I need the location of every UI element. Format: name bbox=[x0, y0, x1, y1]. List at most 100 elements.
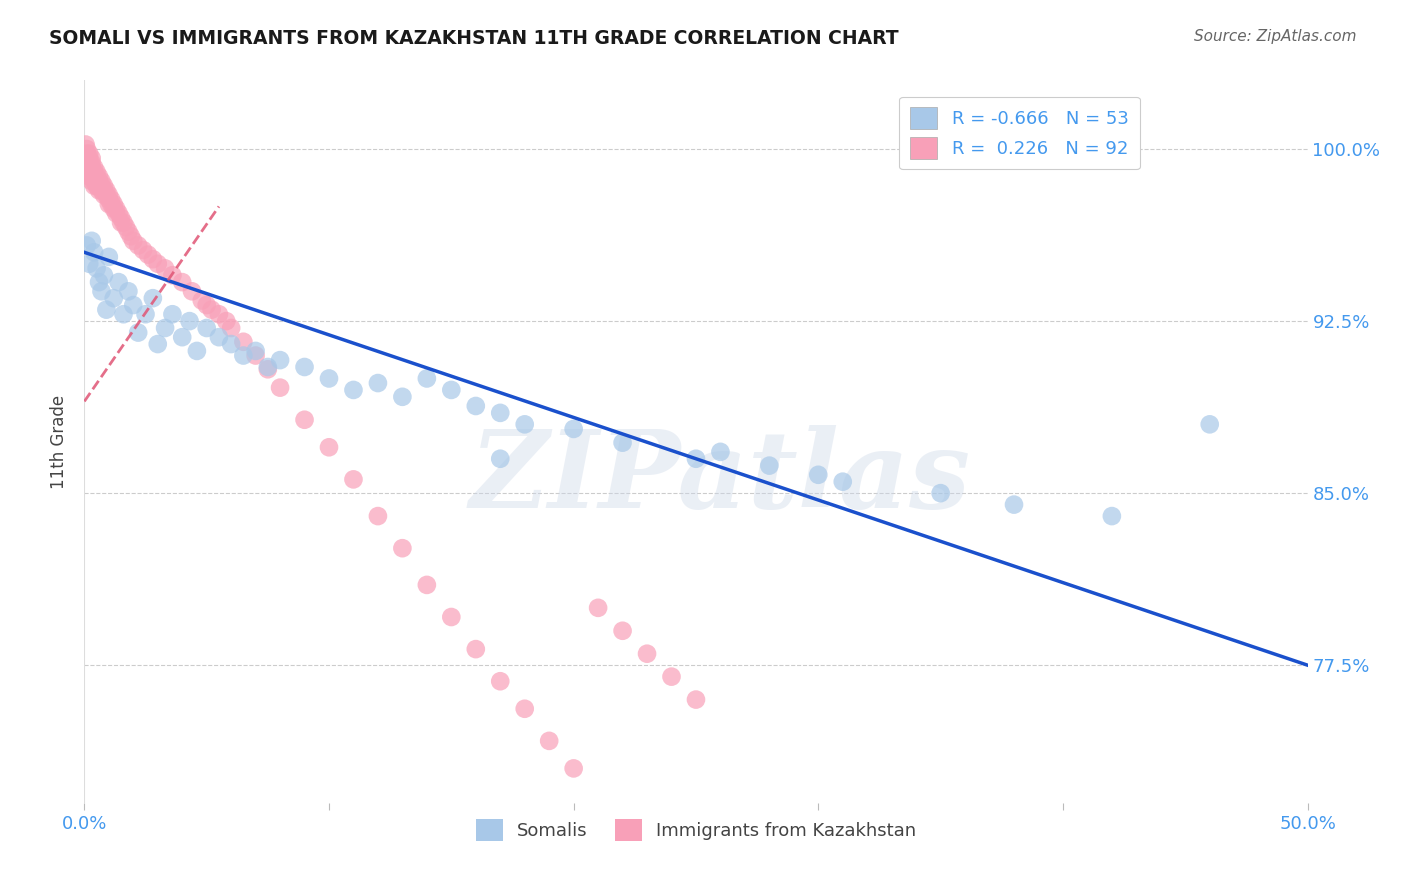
Point bbox=[76, 156, 98, 170]
Point bbox=[112, 215, 135, 229]
Point bbox=[76, 161, 98, 175]
Point bbox=[513, 417, 536, 432]
Point bbox=[132, 243, 155, 257]
Text: SOMALI VS IMMIGRANTS FROM KAZAKHSTAN 11TH GRADE CORRELATION CHART: SOMALI VS IMMIGRANTS FROM KAZAKHSTAN 11T… bbox=[49, 29, 898, 48]
Point bbox=[76, 151, 98, 165]
Point bbox=[97, 188, 120, 202]
Point bbox=[93, 183, 115, 197]
Point bbox=[179, 314, 201, 328]
Point bbox=[195, 321, 218, 335]
Point bbox=[464, 399, 486, 413]
Point bbox=[122, 234, 145, 248]
Point bbox=[96, 183, 118, 197]
Point bbox=[93, 268, 115, 283]
Point bbox=[103, 202, 125, 216]
Point bbox=[416, 578, 439, 592]
Point bbox=[538, 734, 561, 748]
Point bbox=[440, 610, 463, 624]
Point bbox=[162, 268, 184, 283]
Point bbox=[90, 178, 112, 193]
Point bbox=[80, 161, 103, 175]
Point bbox=[112, 307, 135, 321]
Point bbox=[153, 261, 176, 276]
Point bbox=[318, 371, 340, 385]
Point bbox=[153, 321, 176, 335]
Point bbox=[80, 174, 103, 188]
Point bbox=[186, 343, 208, 358]
Point bbox=[342, 472, 364, 486]
Point bbox=[127, 238, 149, 252]
Point bbox=[257, 359, 280, 374]
Point bbox=[807, 467, 830, 482]
Point bbox=[100, 197, 122, 211]
Point bbox=[367, 509, 389, 524]
Point bbox=[489, 406, 512, 420]
Point bbox=[86, 261, 108, 276]
Point bbox=[294, 359, 316, 374]
Point bbox=[80, 151, 103, 165]
Point bbox=[97, 197, 120, 211]
Point bbox=[90, 285, 112, 299]
Point bbox=[661, 670, 683, 684]
Point bbox=[120, 229, 142, 244]
Point bbox=[122, 298, 145, 312]
Point bbox=[77, 146, 100, 161]
Point bbox=[318, 440, 340, 454]
Point bbox=[83, 161, 105, 175]
Point bbox=[103, 291, 125, 305]
Point bbox=[367, 376, 389, 390]
Point bbox=[76, 238, 98, 252]
Point bbox=[245, 343, 267, 358]
Point bbox=[76, 146, 98, 161]
Point bbox=[489, 451, 512, 466]
Point bbox=[96, 188, 118, 202]
Point bbox=[83, 245, 105, 260]
Point bbox=[636, 647, 658, 661]
Point bbox=[342, 383, 364, 397]
Point bbox=[232, 349, 254, 363]
Point bbox=[87, 174, 110, 188]
Point bbox=[87, 183, 110, 197]
Point bbox=[97, 250, 120, 264]
Point bbox=[1198, 417, 1220, 432]
Point bbox=[117, 225, 139, 239]
Point bbox=[83, 178, 105, 193]
Point bbox=[117, 285, 139, 299]
Point bbox=[80, 234, 103, 248]
Point bbox=[83, 174, 105, 188]
Point bbox=[100, 193, 122, 207]
Point bbox=[172, 330, 194, 344]
Point bbox=[562, 761, 585, 775]
Point bbox=[172, 275, 194, 289]
Point bbox=[142, 291, 165, 305]
Point bbox=[440, 383, 463, 397]
Point bbox=[191, 293, 214, 308]
Point bbox=[75, 137, 97, 152]
Point bbox=[1101, 509, 1123, 524]
Point bbox=[127, 326, 149, 340]
Point bbox=[77, 257, 100, 271]
Point bbox=[208, 307, 231, 321]
Point bbox=[219, 337, 242, 351]
Point bbox=[83, 169, 105, 184]
Point bbox=[269, 381, 291, 395]
Point bbox=[80, 169, 103, 184]
Point bbox=[391, 541, 413, 556]
Point bbox=[562, 422, 585, 436]
Point bbox=[232, 334, 254, 349]
Point bbox=[87, 178, 110, 193]
Point bbox=[831, 475, 853, 489]
Point bbox=[77, 151, 100, 165]
Point bbox=[93, 178, 115, 193]
Point bbox=[135, 307, 157, 321]
Point bbox=[93, 188, 115, 202]
Point bbox=[709, 445, 731, 459]
Point bbox=[96, 302, 118, 317]
Point bbox=[97, 193, 120, 207]
Point bbox=[200, 302, 222, 317]
Point bbox=[464, 642, 486, 657]
Point bbox=[77, 169, 100, 184]
Point bbox=[103, 197, 125, 211]
Point bbox=[146, 257, 169, 271]
Point bbox=[90, 174, 112, 188]
